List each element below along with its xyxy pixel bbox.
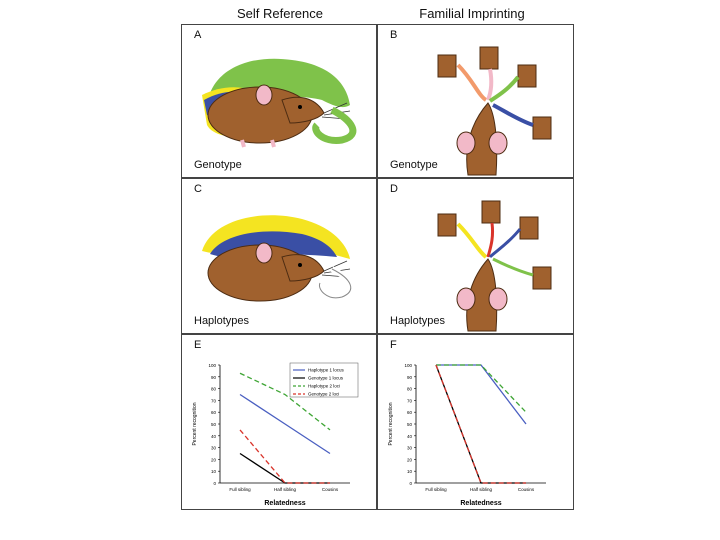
y-tick-label: 20 — [407, 457, 413, 462]
x-tick-label: Half sibling — [274, 487, 297, 492]
panel-b-label: B — [390, 29, 398, 41]
y-tick-label: 40 — [407, 434, 413, 439]
panel-e: E 0 10 20 30 40 50 60 70 80 90 100 Full sibling Half… — [181, 334, 377, 510]
y-tick-label: 10 — [407, 469, 413, 474]
y-tick-label: 50 — [407, 422, 413, 427]
title-self-reference: Self Reference — [237, 6, 323, 21]
legend-entry: Haplotype 2 loci — [308, 384, 340, 389]
y-tick-label: 10 — [211, 469, 217, 474]
series-line — [239, 452, 330, 484]
panel-b: B Genotype — [377, 24, 574, 178]
series-line — [239, 429, 330, 484]
x-axis-label: Relatedness — [264, 500, 305, 507]
y-axis-label: Percent recognition — [192, 402, 198, 445]
y-tick-label: 0 — [213, 481, 216, 486]
mouse-familial-imprinting-haplotypes-illustration — [437, 200, 552, 332]
y-tick-label: 80 — [407, 387, 413, 392]
mouse-self-reference-haplotypes-illustration — [202, 215, 354, 302]
y-tick-label: 50 — [211, 422, 217, 427]
y-tick-label: 30 — [211, 446, 217, 451]
series-line — [239, 372, 331, 431]
chart-f: 0 10 20 30 40 50 60 70 80 90 100 Full sibling Half s… — [388, 363, 546, 507]
y-tick-label: 90 — [211, 375, 217, 380]
y-tick-label: 60 — [407, 410, 413, 415]
panel-d-caption: Haplotypes — [390, 315, 446, 327]
panel-e-label: E — [194, 339, 202, 351]
series-line — [436, 364, 527, 425]
y-tick-label: 20 — [211, 457, 217, 462]
series-line — [435, 364, 526, 484]
mouse-self-reference-genotype-illustration — [202, 58, 357, 148]
y-tick-label: 60 — [211, 410, 217, 415]
series-line — [436, 364, 527, 413]
x-tick-label: Cousins — [518, 487, 535, 492]
x-axis-label: Relatedness — [460, 500, 501, 507]
y-tick-label: 80 — [211, 387, 217, 392]
title-familial-imprinting: Familial Imprinting — [419, 6, 525, 21]
y-tick-label: 100 — [208, 363, 216, 368]
panel-c-label: C — [194, 183, 202, 195]
series-line — [435, 364, 526, 484]
x-tick-label: Cousins — [322, 487, 339, 492]
y-tick-label: 70 — [211, 398, 217, 403]
y-tick-label: 70 — [407, 398, 413, 403]
y-tick-label: 100 — [404, 363, 412, 368]
chart-e: 0 10 20 30 40 50 60 70 80 90 100 Full sibling Half s… — [192, 362, 359, 507]
y-tick-label: 0 — [409, 481, 412, 486]
y-axis-label: Percent recognition — [388, 402, 394, 445]
legend-entry: Genotype 2 loci — [308, 392, 339, 397]
legend-entry: Genotype 1 locus — [308, 376, 344, 381]
panel-f: F 0 10 20 30 40 50 60 70 80 90 100 Full sibling Half… — [377, 334, 574, 510]
panel-d-label: D — [390, 183, 398, 195]
x-tick-label: Half sibling — [470, 487, 493, 492]
panel-d: D Haplotypes — [377, 178, 574, 334]
series-line — [239, 393, 331, 455]
panel-a: A Genotype — [181, 24, 377, 178]
panel-a-label: A — [194, 29, 202, 41]
panel-c-caption: Haplotypes — [194, 315, 250, 327]
y-tick-label: 90 — [407, 375, 413, 380]
legend-box — [289, 362, 359, 398]
panel-c: C Haplotypes — [181, 178, 377, 334]
x-tick-label: Full sibling — [229, 487, 251, 492]
y-tick-label: 30 — [407, 446, 413, 451]
panel-a-caption: Genotype — [194, 159, 242, 171]
x-tick-label: Full sibling — [425, 487, 447, 492]
panel-b-caption: Genotype — [390, 159, 438, 171]
legend-entry: Haplotype 1 locus — [308, 368, 345, 373]
panel-f-label: F — [390, 339, 397, 351]
mouse-familial-imprinting-genotype-illustration — [437, 46, 552, 176]
y-tick-label: 40 — [211, 434, 217, 439]
